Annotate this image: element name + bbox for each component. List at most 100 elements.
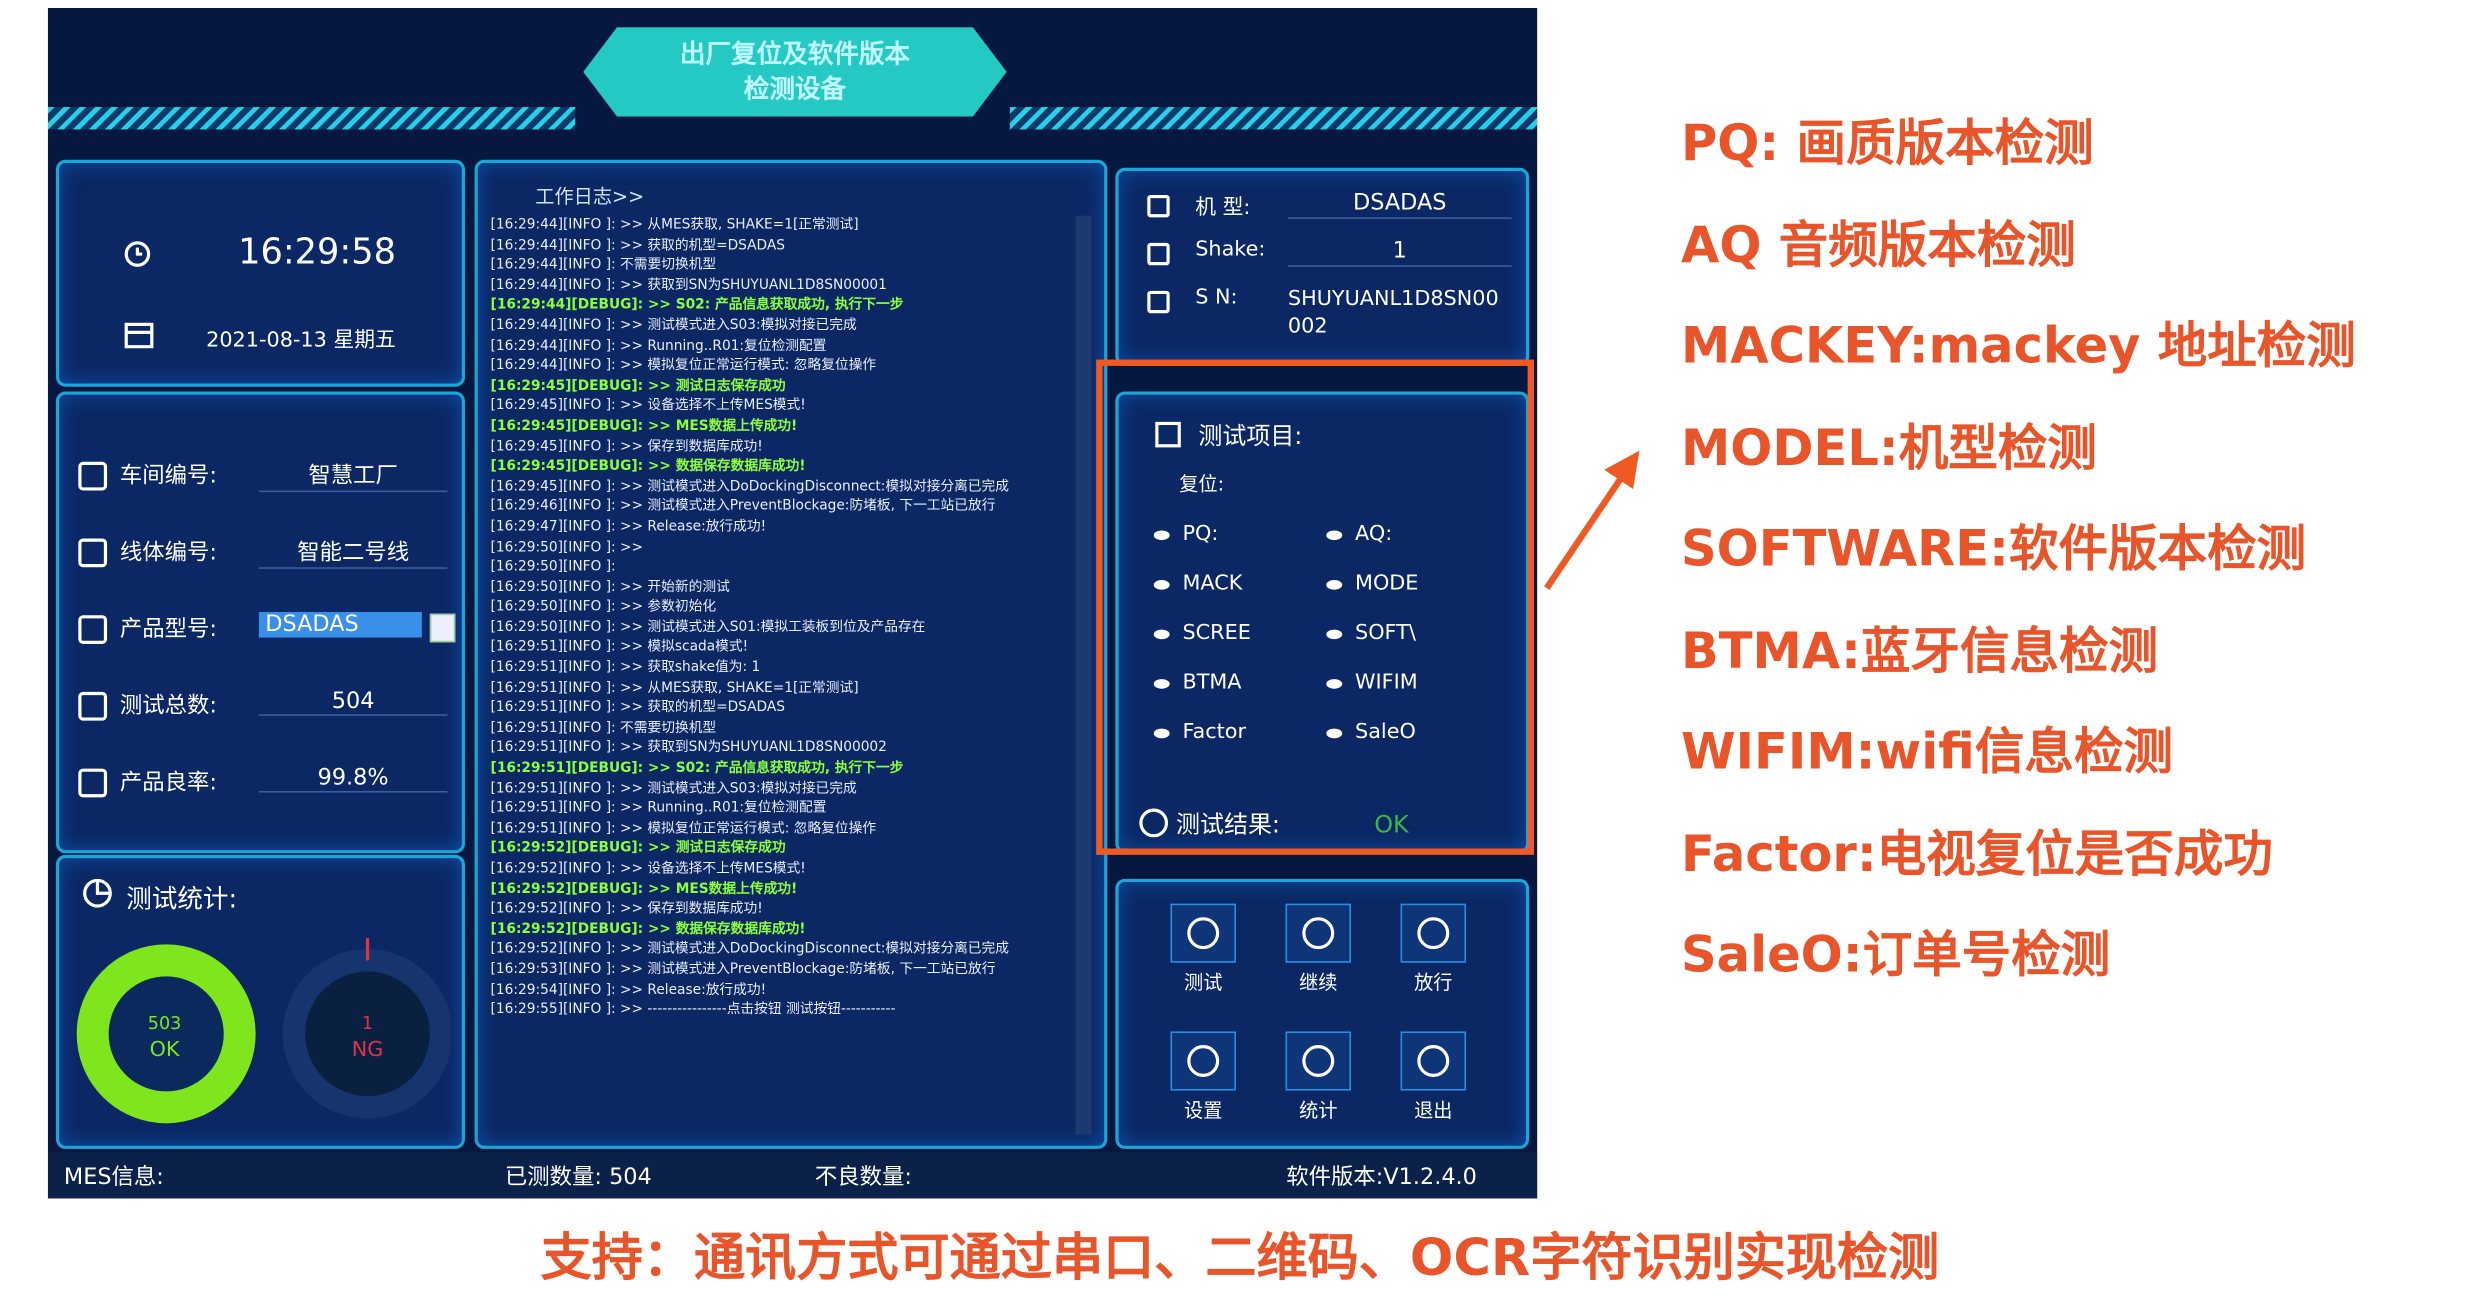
ok-label: OK (149, 1038, 180, 1063)
log-line: [16:29:51][INFO ]: >> 测试模式进入S03:模拟对接已完成 (490, 780, 857, 797)
action-button[interactable]: 设置 (1154, 1029, 1253, 1123)
test-item: PQ: (1153, 522, 1301, 547)
log-line: [16:29:51][INFO ]: >> 获取shake值为: 1 (490, 660, 761, 677)
eye-icon (1326, 628, 1343, 639)
test-item: AQ: (1326, 522, 1473, 547)
items-icon (1155, 421, 1181, 448)
test-items-panel: 测试项目: 复位: 测试结果: OK PQ: AQ: MACK MODE SCREE SO… (1115, 391, 1530, 854)
log-line: [16:29:45][DEBUG]: >> 测试日志保存成功 (490, 378, 786, 395)
stats-icon (83, 878, 112, 908)
annotation: SaleO:订单号检测 (1680, 926, 2111, 985)
log-line: [16:29:51][INFO ]: >> 获取到SN为SHUYUANL1D8S… (490, 740, 887, 757)
test-item: BTMA (1153, 671, 1301, 695)
action-button[interactable]: 退出 (1384, 1029, 1483, 1123)
button-icon (1170, 903, 1236, 963)
log-line: [16:29:50][INFO ]: >> 开始新的测试 (490, 579, 730, 596)
clock-icon (124, 241, 151, 267)
log-title: 工作日志>> (535, 185, 645, 208)
log-line: [16:29:45][INFO ]: >> 保存到数据库成功! (490, 438, 763, 455)
test-item: SaleO (1326, 721, 1473, 745)
item-label: SaleO (1355, 720, 1416, 745)
eye-icon (1153, 678, 1170, 688)
button-icon (1285, 903, 1352, 963)
annotation: MODEL:机型检测 (1680, 419, 2097, 477)
log-line: [16:29:45][INFO ]: >> 测试模式进入DoDockingDis… (490, 478, 1009, 495)
bad-count: 不良数量: (814, 1164, 912, 1191)
button-icon (1285, 1031, 1352, 1091)
info-label: 车间编号: (119, 463, 217, 489)
title-line: 出厂复位及软件版本 (679, 38, 911, 69)
checkbox (429, 613, 456, 643)
stats-panel: 测试统计: 503 OK 1 NG (55, 854, 465, 1149)
action-button[interactable]: 放行 (1384, 901, 1483, 995)
log-line: [16:29:54][INFO ]: >> Release:放行成功! (490, 982, 767, 998)
log-line: [16:29:51][INFO ]: >> 获取的机型=DSADAS (490, 700, 785, 717)
calendar-icon (124, 322, 154, 349)
eye-icon (1153, 579, 1170, 589)
log-line: [16:29:50][INFO ]: >> 测试模式进入S01:模拟工装板到位及… (490, 619, 926, 636)
app-title: 出厂复位及软件版本 检测设备 (583, 27, 1007, 117)
device-label: 机 型: (1195, 196, 1251, 221)
ng-count: 1 (361, 1013, 374, 1034)
log-line: [16:29:52][DEBUG]: >> 测试日志保存成功 (490, 841, 786, 858)
item-label: MODE (1355, 572, 1419, 597)
mes-info: MES信息: (63, 1164, 164, 1191)
annotation: Factor:电视复位是否成功 (1680, 825, 2273, 883)
log-line: [16:29:55][INFO ]: >> ----------------点击… (490, 1002, 896, 1019)
stats-title: 测试统计: (126, 883, 238, 914)
result-value: OK (1374, 810, 1409, 839)
log-line: [16:29:53][INFO ]: >> 测试模式进入PreventBlock… (490, 961, 996, 978)
info-value: 504 (258, 689, 448, 716)
result-icon (1139, 808, 1169, 838)
log-line: [16:29:44][INFO ]: >> Running..R01:复位检测配… (490, 338, 827, 355)
device-value: 1 (1287, 238, 1512, 267)
result-label: 测试结果: (1176, 810, 1281, 839)
device-icon (1147, 194, 1170, 218)
annotation: SOFTWARE:软件版本检测 (1680, 520, 2307, 579)
log-line: [16:29:52][DEBUG]: >> 数据保存数据库成功! (490, 921, 806, 938)
ng-label: NG (351, 1038, 384, 1063)
item-label: SCREE (1182, 621, 1251, 646)
action-button[interactable]: 继续 (1269, 901, 1368, 995)
log-line: [16:29:47][INFO ]: >> Release:放行成功! (490, 519, 767, 536)
caption: 支持：通讯方式可通过串口、二维码、OCR字符识别实现检测 (540, 1227, 1940, 1288)
log-line: [16:29:52][INFO ]: >> 保存到数据库成功! (490, 901, 763, 918)
log-line: [16:29:44][INFO ]: >> 测试模式进入S03:模拟对接已完成 (490, 317, 857, 334)
test-item: Factor (1153, 720, 1301, 745)
clock-date: 2021-08-13 星期五 (206, 329, 396, 354)
item-label: MACK (1182, 572, 1243, 597)
log-line: [16:29:51][DEBUG]: >> S02: 产品信息获取成功, 执行下… (490, 760, 904, 777)
eye-icon (1153, 529, 1170, 540)
eye-icon (1153, 727, 1170, 738)
status-bar: MES信息: 已测数量: 504 不良数量: 软件版本:V1.2.4.0 (47, 1152, 1538, 1199)
button-icon (1170, 1031, 1236, 1091)
eye-icon (1326, 727, 1343, 738)
action-button[interactable]: 测试 (1154, 901, 1253, 995)
log-line: [16:29:51][INFO ]: 不需要切换机型 (490, 720, 717, 737)
test-item: WIFIM (1326, 671, 1473, 695)
button-label: 测试 (1184, 971, 1223, 994)
log-line: [16:29:44][INFO ]: >> 从MES获取, SHAKE=1[正常… (490, 217, 859, 234)
test-item: SCREE (1153, 621, 1301, 646)
annotation: AQ 音频版本检测 (1680, 216, 2076, 275)
annotation: WIFIM:wifi信息检测 (1680, 723, 2174, 782)
test-item: MODE (1326, 572, 1473, 596)
log-line: [16:29:52][INFO ]: >> 测试模式进入DoDockingDis… (490, 941, 1009, 958)
button-label: 继续 (1299, 971, 1338, 994)
item-label: Factor (1182, 720, 1247, 745)
items-subtitle: 复位: (1179, 472, 1225, 496)
highlight-frame (1096, 359, 1534, 855)
info-icon (78, 538, 108, 568)
log-line: [16:29:45][DEBUG]: >> MES数据上传成功! (490, 418, 798, 435)
eye-icon (1326, 678, 1343, 688)
button-label: 设置 (1184, 1099, 1223, 1122)
annotation: BTMA:蓝牙信息检测 (1680, 622, 2159, 680)
item-label: PQ: (1182, 522, 1219, 547)
item-label: AQ: (1355, 522, 1393, 547)
button-label: 退出 (1414, 1099, 1453, 1122)
button-icon (1400, 1031, 1467, 1091)
item-label: SOFT\ (1355, 621, 1416, 646)
test-item: MACK (1153, 572, 1301, 597)
action-button[interactable]: 统计 (1269, 1029, 1368, 1123)
log-line: [16:29:50][INFO ]: >> (490, 539, 644, 556)
